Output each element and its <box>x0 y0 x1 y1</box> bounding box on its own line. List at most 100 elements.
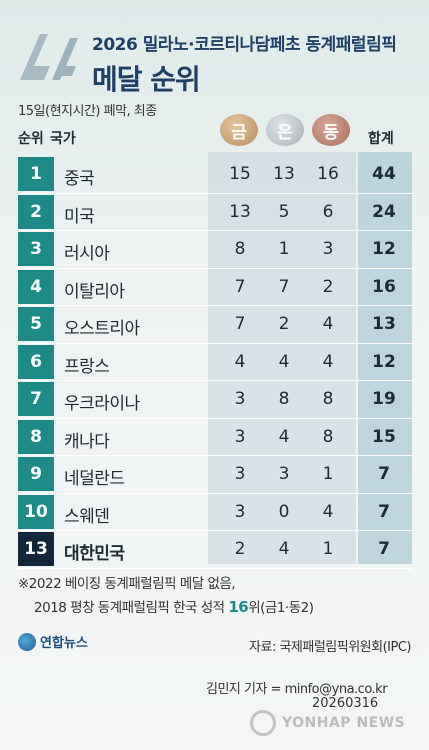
table-row: 9 네덜란드 3 3 1 7 <box>18 456 412 494</box>
gold-cell: 3 <box>234 426 246 447</box>
yonhap-logo-icon <box>18 632 36 651</box>
paralympics-logo-icon <box>20 34 78 80</box>
total-cell: 24 <box>372 201 396 222</box>
total-cell: 12 <box>372 351 396 372</box>
country-cell: 러시아 <box>64 244 110 264</box>
table-row: 7 우크라이나 3 8 8 19 <box>18 381 412 419</box>
rank-cell: 10 <box>18 494 54 529</box>
rank-cell: 2 <box>18 194 54 229</box>
gold-medal-icon: 금 <box>220 114 258 146</box>
silver-cell: 4 <box>278 351 290 372</box>
country-cell: 대한민국 <box>64 544 125 564</box>
total-cell: 16 <box>372 276 396 297</box>
agency-name: 연합뉴스 <box>40 636 88 651</box>
rank-cell: 13 <box>18 532 54 566</box>
total-cell: 7 <box>378 464 390 484</box>
silver-cell: 7 <box>278 276 290 297</box>
bronze-cell: 1 <box>322 464 334 484</box>
silver-cell: 4 <box>278 539 290 559</box>
watermark: YONHAP NEWS <box>250 710 405 736</box>
rank-cell: 9 <box>18 457 54 491</box>
table-row: 8 캐나다 3 4 8 15 <box>18 419 412 456</box>
country-cell: 캐나다 <box>64 431 110 452</box>
gold-cell: 7 <box>234 276 246 297</box>
agency-logo: 연합뉴스 <box>18 632 88 651</box>
silver-cell: 4 <box>278 426 290 447</box>
gold-cell: 3 <box>234 501 246 522</box>
silver-cell: 13 <box>273 164 295 184</box>
bronze-cell: 1 <box>322 539 334 559</box>
table-row: 5 오스트리아 7 2 4 13 <box>18 306 412 344</box>
gold-cell: 7 <box>234 314 246 334</box>
table-row: 3 러시아 8 1 3 12 <box>18 231 412 269</box>
total-cell: 19 <box>372 389 396 409</box>
country-cell: 이탈리아 <box>64 281 125 302</box>
note-line2-pre: 2018 평창 동계패럴림픽 한국 성적 <box>34 600 229 616</box>
silver-cell: 3 <box>278 464 290 484</box>
country-cell: 미국 <box>64 206 95 227</box>
bronze-cell: 4 <box>322 314 334 334</box>
rank-cell: 3 <box>18 232 54 266</box>
total-cell: 44 <box>372 164 396 184</box>
header-total: 합계 <box>368 131 394 147</box>
silver-cell: 8 <box>278 389 290 409</box>
total-cell: 7 <box>378 501 390 522</box>
table-row: 2 미국 13 5 6 24 <box>18 194 412 231</box>
note-line2-rank: 16 <box>228 598 249 616</box>
watermark-circle-icon <box>250 710 276 736</box>
rank-cell: 4 <box>18 269 54 304</box>
gold-cell: 2 <box>234 539 246 559</box>
rank-cell: 1 <box>18 157 54 191</box>
credit: 김민지 기자 = minfo@yna.co.kr <box>206 682 388 697</box>
total-cell: 7 <box>378 539 390 559</box>
gold-cell: 15 <box>229 164 251 184</box>
country-cell: 오스트리아 <box>64 319 140 339</box>
gold-cell: 8 <box>234 239 246 259</box>
total-cell: 12 <box>372 239 396 259</box>
medal-columns-background <box>208 152 356 564</box>
header-rank: 순위 <box>18 131 44 147</box>
country-cell: 중국 <box>64 169 95 189</box>
bronze-cell: 8 <box>322 389 334 409</box>
bronze-cell: 4 <box>322 501 334 522</box>
header-country: 국가 <box>50 131 76 147</box>
gold-cell: 4 <box>234 351 246 372</box>
country-cell: 네덜란드 <box>64 469 125 489</box>
table-row: 6 프랑스 4 4 4 12 <box>18 344 412 381</box>
country-cell: 우크라이나 <box>64 394 140 414</box>
silver-cell: 5 <box>278 201 290 222</box>
gold-cell: 3 <box>234 389 246 409</box>
bronze-cell: 16 <box>317 164 339 184</box>
table-row: 4 이탈리아 7 7 2 16 <box>18 269 412 306</box>
rank-cell: 5 <box>18 307 54 341</box>
gold-cell: 3 <box>234 464 246 484</box>
total-cell: 13 <box>372 314 396 334</box>
table-row: 1 중국 15 13 16 44 <box>18 156 412 194</box>
medal-table: 1 중국 15 13 16 44 2 미국 13 5 6 24 3 러시아 8 1 3 12 4 이탈리아 7 7 2 16 5… <box>18 156 412 569</box>
title-line1: 2026 밀라노·코르티나담페초 동계패럴림픽 <box>92 35 397 55</box>
silver-cell: 0 <box>278 501 290 522</box>
table-row: 13 대한민국 2 4 1 7 <box>18 531 412 569</box>
watermark-text: YONHAP NEWS <box>282 715 406 731</box>
gold-cell: 13 <box>229 201 251 222</box>
note-line2-post: 위(금1·동2) <box>248 600 314 616</box>
bronze-cell: 4 <box>322 351 334 372</box>
country-cell: 스웨덴 <box>64 506 110 527</box>
bronze-cell: 6 <box>322 201 334 222</box>
silver-medal-icon: 은 <box>266 114 304 146</box>
country-cell: 프랑스 <box>64 356 110 377</box>
note-line1: ※2022 베이징 동계패럴림픽 메달 없음, <box>18 576 236 592</box>
page-title: 메달 순위 <box>92 63 201 96</box>
subtitle: 15일(현지시간) 폐막, 최종 <box>18 104 157 119</box>
silver-cell: 1 <box>278 239 290 259</box>
date: 20260316 <box>312 696 379 711</box>
rank-cell: 8 <box>18 419 54 454</box>
bronze-cell: 3 <box>322 239 334 259</box>
source: 자료: 국제패럴림픽위원회(IPC) <box>249 640 411 655</box>
table-row: 10 스웨덴 3 0 4 7 <box>18 494 412 531</box>
bronze-cell: 8 <box>322 426 334 447</box>
total-column-background <box>358 152 412 564</box>
silver-cell: 2 <box>278 314 290 334</box>
bronze-cell: 2 <box>322 276 334 297</box>
note-line2: 2018 평창 동계패럴림픽 한국 성적 16위(금1·동2) <box>34 596 314 616</box>
